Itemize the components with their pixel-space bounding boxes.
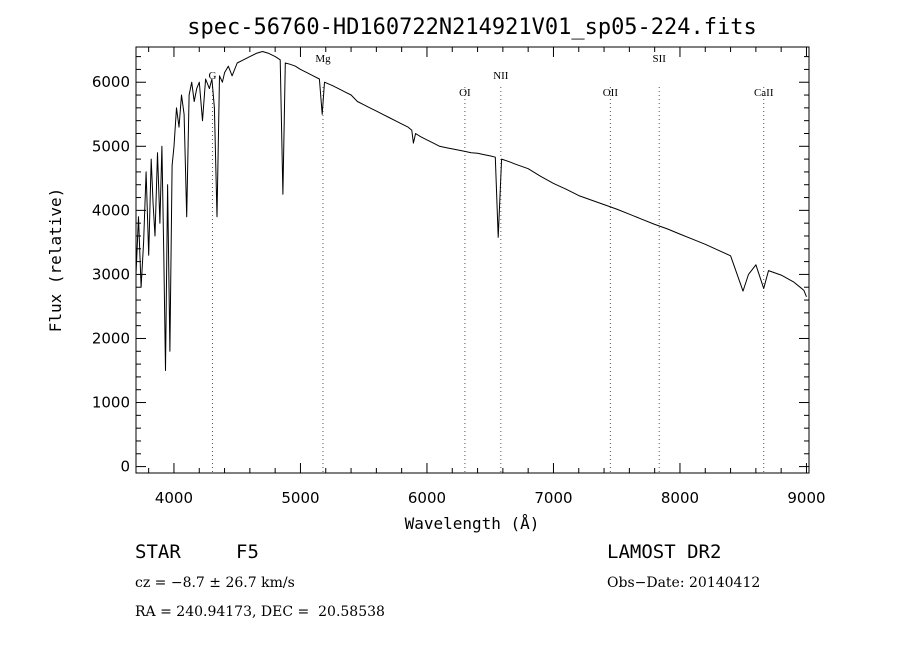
marker-label-sii: SII (652, 53, 666, 65)
survey-name: LAMOST DR2 (607, 541, 722, 563)
marker-label-g: G (209, 70, 217, 82)
y-tick-label: 0 (120, 458, 130, 476)
x-tick-label: 8000 (661, 489, 699, 507)
emission-line-markers: G Mg OI NII OII SII CaII (209, 53, 774, 473)
y-tick-label: 6000 (92, 73, 130, 91)
marker-label-oi: OI (459, 87, 471, 99)
y-axis-label: Flux (relative) (46, 188, 65, 333)
x-axis-ticks: 4000 5000 6000 7000 8000 9000 (148, 47, 826, 507)
marker-label-nii: NII (493, 70, 509, 82)
spectral-subclass: F5 (236, 541, 259, 563)
x-tick-label: 7000 (534, 489, 572, 507)
y-tick-label: 3000 (92, 265, 130, 283)
y-tick-label: 1000 (92, 394, 130, 412)
x-tick-label: 6000 (408, 489, 446, 507)
obs-date: Obs−Date: 20140412 (607, 575, 761, 591)
plot-frame (135, 46, 810, 474)
marker-label-caii: CaII (754, 87, 774, 99)
coordinates-text: RA = 240.94173, DEC = 20.58538 (135, 604, 385, 620)
x-axis-label: Wavelength (Å) (405, 514, 540, 533)
x-tick-label: 5000 (281, 489, 319, 507)
chart-title: spec-56760-HD160722N214921V01_sp05-224.f… (187, 15, 757, 40)
marker-label-mg: Mg (315, 53, 331, 65)
series-layer (135, 51, 807, 371)
y-tick-label: 2000 (92, 329, 130, 347)
y-tick-label: 5000 (92, 137, 130, 155)
y-axis-ticks: 0 1000 2000 3000 4000 5000 6000 (92, 56, 809, 476)
spectrum-line-0 (135, 51, 807, 371)
marker-label-oii: OII (603, 87, 619, 99)
x-tick-label: 9000 (787, 489, 825, 507)
x-tick-label: 4000 (155, 489, 193, 507)
object-class: STAR (135, 541, 181, 563)
y-tick-label: 4000 (92, 201, 130, 219)
redshift-text: cz = −8.7 ± 26.7 km/s (135, 575, 295, 591)
